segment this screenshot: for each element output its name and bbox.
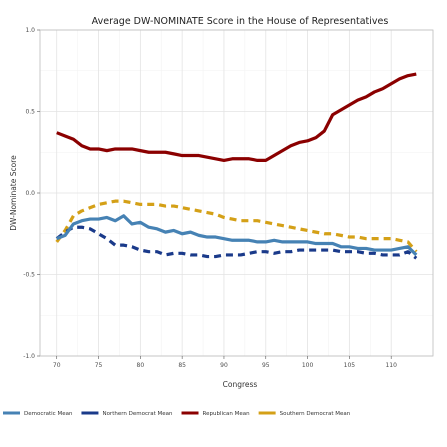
y-axis-title: DW-Nominate Score [9,155,18,231]
x-axis-title: Congress [223,380,258,389]
series-line-republican-mean [56,72,417,162]
tick-layer: -1.0 -0.5 0.0 0.5 1.0 70 75 80 85 90 95 100 105 110 [23,27,397,369]
grid-layer [40,29,433,357]
x-tick-label: 110 [385,362,397,369]
x-tick-label: 90 [220,362,228,369]
chart-title: Average DW-NOMINATE Score in the House o… [92,16,389,27]
legend-label-2: Republican Mean [203,411,251,417]
y-tick-label: 0.5 [25,109,35,116]
x-tick-label: 100 [302,362,314,369]
y-tick-label: 1.0 [25,27,35,34]
series-line-democratic-mean [56,214,418,257]
series-line-southern-democrat-mean [55,199,418,253]
legend: Democratic Mean Northern Democrat Mean Rep… [3,411,351,417]
x-tick-label: 70 [53,362,61,369]
x-tick-label: 95 [262,362,270,369]
legend-label-0: Democratic Mean [24,411,73,417]
x-tick-label: 105 [344,362,356,369]
x-tick-label: 80 [137,362,145,369]
y-tick-label: -0.5 [23,272,35,279]
legend-label-3: Southern Democrat Mean [280,411,351,417]
series-layer [55,72,418,260]
y-tick-label: 0.0 [25,190,35,197]
legend-label-1: Northern Democrat Mean [102,411,173,417]
x-tick-label: 85 [178,362,186,369]
x-tick-label: 75 [95,362,103,369]
y-tick-label: -1.0 [23,353,35,360]
